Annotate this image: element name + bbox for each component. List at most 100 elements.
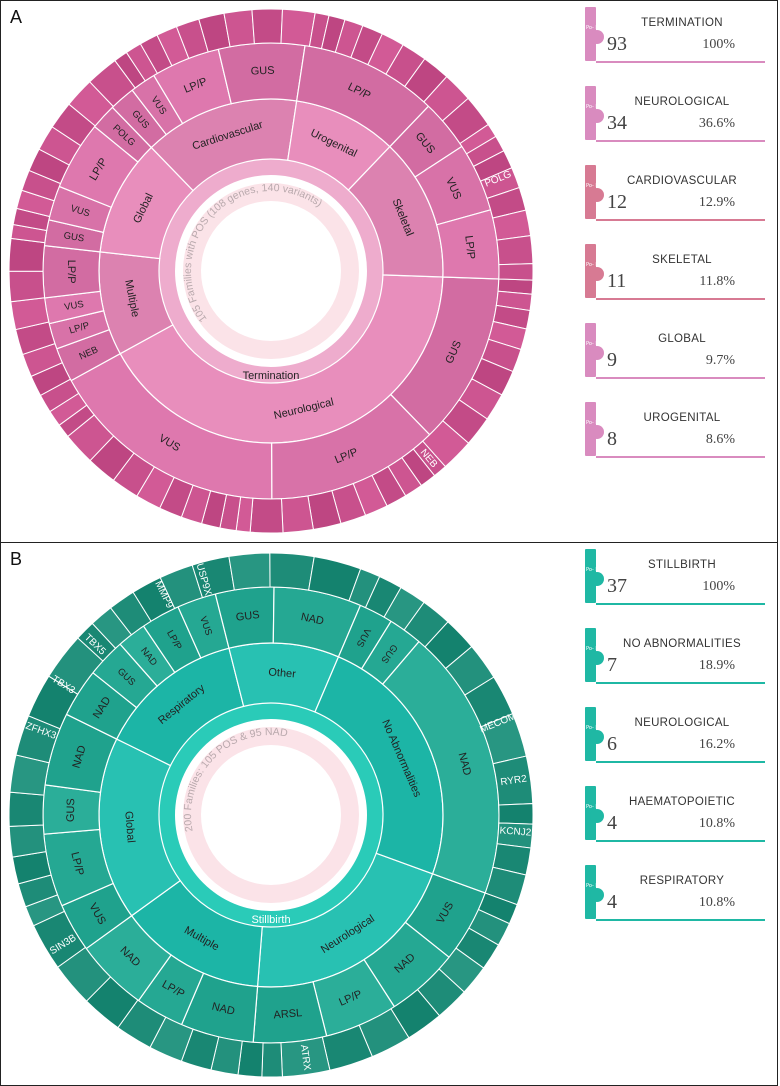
- card-percent: 8.6%: [705, 432, 735, 447]
- card-category: UROGENITAL: [643, 412, 721, 424]
- card-category: CARDIOVASCULAR: [626, 175, 738, 187]
- ring1-label: Global: [122, 811, 137, 844]
- card-count: 9: [607, 349, 617, 371]
- card-tab-label: Po- IS:: [586, 25, 602, 31]
- card-underline: [596, 761, 765, 763]
- card-count: 93: [607, 33, 627, 55]
- card-count: 11: [607, 270, 627, 292]
- card-percent: 10.8%: [698, 895, 735, 910]
- ring3-segment: [498, 263, 534, 281]
- card-bulge-icon: [590, 346, 604, 360]
- card-underline: [596, 377, 765, 379]
- card-count: 7: [607, 654, 617, 676]
- legend-card: Po- IS: UROGENITAL 8 8.6%: [585, 402, 765, 458]
- card-count: 12: [607, 191, 627, 213]
- card-tab-label: Po- IS:: [586, 183, 602, 189]
- card-bulge-icon: [590, 809, 604, 823]
- card-tab-label: Po- IS:: [586, 262, 602, 268]
- card-count: 8: [607, 428, 617, 450]
- ring3-segment: [498, 803, 534, 825]
- card-category: SKELETAL: [652, 254, 712, 266]
- panel-a-letter: A: [10, 7, 23, 27]
- ring3-segment: [249, 497, 284, 534]
- center-hole: [201, 201, 341, 341]
- card-percent: 100%: [702, 579, 735, 594]
- root-label: Termination: [243, 370, 300, 382]
- ring3-label: ATRX: [298, 1044, 313, 1072]
- card-tab-label: Po- IS:: [586, 104, 602, 110]
- legend-card: Po- IS: TERMINATION 93 100%: [585, 7, 765, 63]
- legend-card: Po- IS: SKELETAL 11 11.8%: [585, 244, 765, 300]
- card-category: NEUROLOGICAL: [634, 717, 730, 729]
- legend-card: Po- IS: NO ABNORMALITIES 7 18.9%: [585, 628, 765, 684]
- legend-card: Po- IS: HAEMATOPOIETIC 4 10.8%: [585, 786, 765, 842]
- card-count: 37: [607, 575, 627, 597]
- legend-card: Po- IS: CARDIOVASCULAR 12 12.9%: [585, 165, 765, 221]
- card-bulge-icon: [590, 109, 604, 123]
- ring2-label: NAD: [300, 611, 325, 628]
- card-bulge-icon: [590, 888, 604, 902]
- ring2-label: GUS: [235, 609, 260, 624]
- card-tab-label: Po- IS:: [586, 567, 602, 573]
- legend-card: Po- IS: NEUROLOGICAL 34 36.6%: [585, 86, 765, 142]
- panel-a: A 105 Families with POS (108 genes, 140 …: [0, 0, 778, 543]
- ring2-label: NAD: [456, 751, 474, 777]
- root-label: Stillbirth: [251, 914, 290, 926]
- ring2-label: VUS: [63, 299, 84, 313]
- ring2-label: LP/P: [65, 260, 77, 284]
- ring3-segment: [484, 866, 527, 906]
- card-percent: 100%: [702, 37, 735, 52]
- center-hole: [201, 745, 341, 885]
- legend-card: Po- IS: STILLBIRTH 37 100%: [585, 549, 765, 605]
- card-tab-label: Po- IS:: [586, 420, 602, 426]
- card-tab-label: Po- IS:: [586, 883, 602, 889]
- ring2-label: NAD: [211, 1001, 236, 1018]
- card-category: GLOBAL: [658, 333, 706, 345]
- ring2-label: GUS: [65, 798, 78, 822]
- sunburst-b: 200 Families: 105 POS & 95 NADNeurologic…: [8, 552, 534, 1078]
- card-percent: 11.8%: [699, 274, 735, 289]
- card-bulge-icon: [590, 267, 604, 281]
- card-category: STILLBIRTH: [648, 559, 716, 571]
- ring1-label: Other: [268, 666, 297, 680]
- sunburst-a: 105 Families with POS (108 genes, 140 va…: [8, 8, 534, 534]
- card-underline: [596, 682, 765, 684]
- ring3-label: RYR2: [500, 774, 528, 789]
- card-category: NO ABNORMALITIES: [623, 638, 741, 650]
- card-category: NEUROLOGICAL: [634, 96, 730, 108]
- card-tab-label: Po- IS:: [586, 341, 602, 347]
- card-category: TERMINATION: [641, 17, 723, 29]
- card-count: 6: [607, 733, 617, 755]
- card-tab-label: Po- IS:: [586, 725, 602, 731]
- card-bulge-icon: [590, 730, 604, 744]
- ring3-segment: [251, 8, 284, 45]
- card-percent: 16.2%: [698, 737, 735, 752]
- ring3-segment: [228, 552, 271, 591]
- panel-b: B 200 Families: 105 POS & 95 NAD Neurolog…: [0, 542, 778, 1086]
- card-category: RESPIRATORY: [639, 875, 725, 887]
- card-percent: 36.6%: [698, 116, 735, 131]
- card-underline: [596, 140, 765, 142]
- card-percent: 10.8%: [698, 816, 735, 831]
- ring3-segment: [8, 791, 45, 827]
- card-tab-label: Po- IS:: [586, 804, 602, 810]
- ring2-label: LP/P: [462, 235, 477, 260]
- card-underline: [596, 456, 765, 458]
- card-underline: [596, 298, 765, 300]
- ring3-segment: [8, 824, 47, 858]
- card-percent: 18.9%: [698, 658, 735, 673]
- card-percent: 12.9%: [698, 195, 735, 210]
- card-underline: [596, 840, 765, 842]
- card-count: 34: [607, 112, 627, 134]
- card-tab-label: Po- IS:: [586, 646, 602, 652]
- legend-card: Po- IS: GLOBAL 9 9.7%: [585, 323, 765, 379]
- card-underline: [596, 919, 765, 921]
- card-percent: 9.7%: [705, 353, 735, 368]
- ring3-label: KCNJ2: [499, 825, 532, 838]
- card-category: HAEMATOPOIETIC: [628, 796, 735, 808]
- ring3-segment: [8, 270, 46, 303]
- ring3-segment: [269, 552, 315, 591]
- card-underline: [596, 603, 765, 605]
- legend-card: Po- IS: NEUROLOGICAL 6 16.2%: [585, 707, 765, 763]
- ring2-label: LP/P: [68, 851, 85, 877]
